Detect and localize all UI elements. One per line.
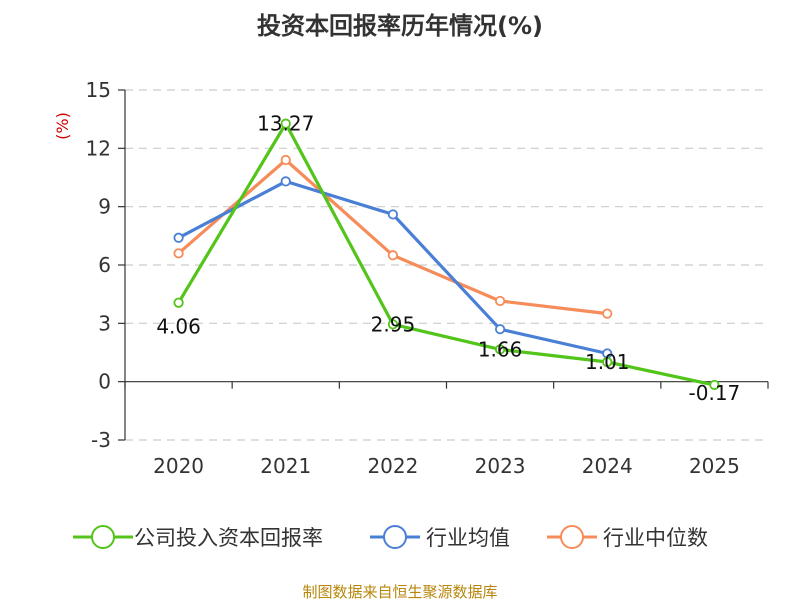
y-tick-label: 9 (98, 195, 111, 219)
y-tick-label: 12 (86, 136, 111, 160)
data-point (387, 319, 399, 330)
source-note: 制图数据来自恒生聚源数据库 (302, 583, 497, 600)
data-point (387, 209, 399, 220)
legend-label: 行业中位数 (603, 526, 708, 550)
legend-label: 行业均值 (426, 526, 510, 550)
y-tick-label: -3 (91, 428, 111, 452)
data-point (387, 250, 399, 261)
data-point (173, 232, 184, 243)
x-tick-label: 2021 (260, 454, 311, 478)
data-point (709, 379, 720, 391)
data-point (494, 344, 506, 355)
data-point (602, 356, 613, 368)
axes: 15 12 9 6 3 0 -3 2020 2021 2022 2023 2024 2025 (86, 78, 769, 478)
y-tick-label: 15 (86, 78, 111, 102)
data-label: 4.06 (156, 315, 201, 339)
data-labels: 4.06 13.27 2.95 1.66 1.01 -0.17 (156, 112, 740, 405)
data-point (494, 295, 506, 307)
y-tick-label: 6 (98, 253, 111, 277)
data-point (280, 154, 291, 166)
data-point (173, 297, 184, 308)
x-tick-label: 2020 (153, 454, 204, 478)
x-tick-label: 2023 (475, 454, 526, 478)
y-axis-unit-label: (%) (53, 112, 72, 140)
data-label: 1.66 (478, 337, 523, 361)
legend-swatch-marker (560, 525, 584, 549)
data-point (173, 248, 184, 259)
series-line-3 (177, 158, 608, 316)
series-lines (173, 118, 720, 391)
legend: 公司投入资本回报率 行业均值 行业中位数 (73, 525, 708, 550)
legend-label: 公司投入资本回报率 (134, 526, 323, 550)
series-line-1 (177, 122, 715, 387)
x-tick-label: 2022 (367, 454, 418, 478)
data-point (280, 176, 291, 187)
data-label: 13.27 (257, 112, 314, 136)
data-point (494, 324, 506, 335)
data-point (602, 308, 613, 319)
data-label: 2.95 (371, 312, 416, 336)
gridlines (125, 89, 768, 441)
x-tick-label: 2025 (689, 454, 740, 478)
data-label: -0.17 (689, 381, 741, 405)
data-label: 1.01 (585, 350, 630, 374)
legend-swatch-marker (91, 525, 115, 549)
x-tick-label: 2024 (582, 454, 633, 478)
data-point (280, 118, 291, 129)
y-tick-label: 3 (98, 311, 111, 335)
legend-swatch-marker (383, 525, 407, 549)
y-tick-label: 0 (98, 370, 111, 394)
chart-title: 投资本回报率历年情况(%) (257, 12, 543, 40)
